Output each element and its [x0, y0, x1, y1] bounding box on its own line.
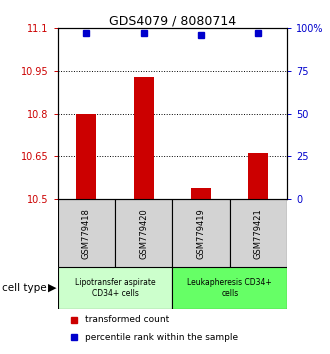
- Text: cell type: cell type: [2, 283, 46, 293]
- Bar: [76, 114, 96, 199]
- Text: GSM779418: GSM779418: [82, 208, 91, 258]
- Bar: [115, 199, 173, 267]
- Text: Lipotransfer aspirate
CD34+ cells: Lipotransfer aspirate CD34+ cells: [75, 278, 155, 298]
- Title: GDS4079 / 8080714: GDS4079 / 8080714: [109, 14, 236, 27]
- Bar: [230, 199, 287, 267]
- Text: ▶: ▶: [48, 283, 56, 293]
- Bar: [173, 199, 230, 267]
- Bar: [248, 154, 269, 199]
- Bar: [191, 188, 211, 199]
- Text: percentile rank within the sample: percentile rank within the sample: [85, 333, 238, 342]
- Bar: [134, 77, 154, 199]
- Text: transformed count: transformed count: [85, 315, 170, 324]
- Text: GSM779421: GSM779421: [254, 208, 263, 258]
- Bar: [58, 199, 115, 267]
- Text: Leukapheresis CD34+
cells: Leukapheresis CD34+ cells: [187, 278, 272, 298]
- Bar: [173, 267, 287, 309]
- Bar: [58, 267, 173, 309]
- Text: GSM779420: GSM779420: [139, 208, 148, 258]
- Text: GSM779419: GSM779419: [197, 208, 206, 258]
